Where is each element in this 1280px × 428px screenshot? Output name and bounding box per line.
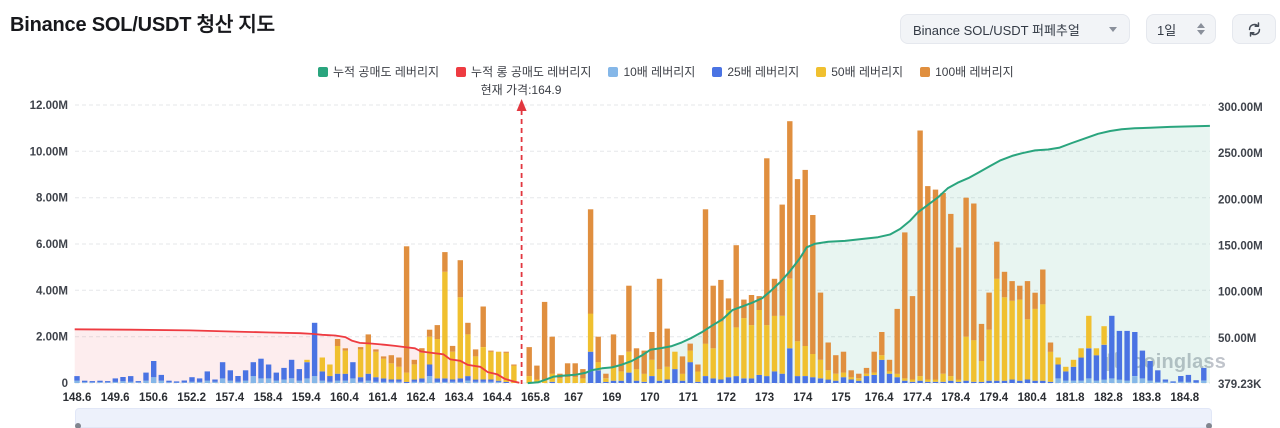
svg-text:160.4: 160.4 bbox=[330, 392, 359, 404]
svg-text:182.8: 182.8 bbox=[1094, 392, 1123, 404]
chart-legend: 누적 공매도 레버리지 누적 롱 공매도 레버리지 10배 레버리지 25배 레버리지… bbox=[318, 63, 1014, 80]
current-price-marker bbox=[516, 99, 527, 384]
chevron-down-icon bbox=[1109, 26, 1117, 32]
legend-label: 10배 레버리지 bbox=[623, 65, 696, 79]
refresh-button[interactable] bbox=[1232, 14, 1276, 44]
svg-text:173: 173 bbox=[755, 392, 774, 404]
svg-text:176.4: 176.4 bbox=[865, 392, 894, 404]
svg-text:0: 0 bbox=[62, 378, 68, 390]
svg-text:150.00M: 150.00M bbox=[1218, 241, 1263, 253]
interval-select[interactable]: 1일 bbox=[1146, 14, 1216, 44]
chevron-up-icon[interactable] bbox=[1197, 23, 1205, 28]
svg-text:50.00M: 50.00M bbox=[1218, 333, 1256, 345]
zoom-range-slider[interactable] bbox=[75, 408, 1212, 428]
watermark-text: coinglass bbox=[1132, 351, 1226, 374]
svg-text:300.00M: 300.00M bbox=[1218, 102, 1263, 114]
svg-text:379.23K: 379.23K bbox=[1218, 379, 1262, 391]
svg-text:150.6: 150.6 bbox=[139, 392, 168, 404]
legend-swatch bbox=[318, 66, 328, 77]
legend-label: 누적 롱 공매도 레버리지 bbox=[471, 65, 592, 79]
slider-handle-left[interactable] bbox=[75, 423, 81, 428]
spinner-icon[interactable] bbox=[1197, 23, 1205, 35]
svg-text:100.00M: 100.00M bbox=[1218, 287, 1263, 299]
svg-text:200.00M: 200.00M bbox=[1218, 194, 1263, 206]
svg-text:167: 167 bbox=[564, 392, 583, 404]
legend-label: 100배 레버리지 bbox=[935, 65, 1014, 79]
svg-text:178.4: 178.4 bbox=[941, 392, 970, 404]
svg-text:172: 172 bbox=[717, 392, 736, 404]
svg-text:161.4: 161.4 bbox=[368, 392, 397, 404]
svg-text:152.2: 152.2 bbox=[177, 392, 206, 404]
axis-labels: 12.00M 10.00M 8.00M 6.00M 4.00M 2.00M 0 300.00M… bbox=[30, 100, 1263, 404]
svg-text:164.4: 164.4 bbox=[483, 392, 512, 404]
svg-text:4.00M: 4.00M bbox=[36, 285, 68, 297]
svg-text:6.00M: 6.00M bbox=[36, 239, 68, 251]
svg-text:180.4: 180.4 bbox=[1018, 392, 1047, 404]
svg-text:8.00M: 8.00M bbox=[36, 193, 68, 205]
svg-text:177.4: 177.4 bbox=[903, 392, 932, 404]
svg-text:12.00M: 12.00M bbox=[30, 100, 68, 112]
svg-text:10.00M: 10.00M bbox=[30, 146, 68, 158]
short-liquidation-area bbox=[527, 125, 1210, 384]
svg-text:175: 175 bbox=[831, 392, 851, 404]
interval-select-value: 1일 bbox=[1157, 22, 1177, 38]
svg-text:170: 170 bbox=[640, 392, 659, 404]
current-price-label: 현재 가격:164.9 bbox=[480, 83, 562, 97]
legend-item[interactable]: 25배 레버리지 bbox=[712, 63, 799, 80]
refresh-icon bbox=[1248, 21, 1260, 37]
svg-text:158.4: 158.4 bbox=[254, 392, 283, 404]
short-cumulative-line bbox=[527, 124, 1210, 385]
svg-text:171: 171 bbox=[679, 392, 699, 404]
svg-text:181.8: 181.8 bbox=[1056, 392, 1085, 404]
legend-label: 누적 공매도 레버리지 bbox=[333, 65, 440, 79]
legend-swatch bbox=[608, 66, 619, 77]
pair-select-value: Binance SOL/USDT 퍼페추얼 bbox=[913, 22, 1080, 38]
legend-swatch bbox=[816, 66, 827, 77]
legend-item[interactable]: 100배 레버리지 bbox=[920, 63, 1014, 80]
page-title: Binance SOL/USDT 청산 지도 bbox=[10, 14, 275, 36]
svg-text:183.8: 183.8 bbox=[1132, 392, 1161, 404]
svg-text:250.00M: 250.00M bbox=[1218, 148, 1263, 160]
svg-text:165.8: 165.8 bbox=[521, 392, 550, 404]
svg-text:163.4: 163.4 bbox=[445, 392, 474, 404]
long-cumulative-line bbox=[74, 328, 520, 384]
svg-text:149.6: 149.6 bbox=[101, 392, 130, 404]
liquidation-bars bbox=[74, 121, 1207, 384]
legend-item[interactable]: 누적 공매도 레버리지 bbox=[318, 63, 439, 80]
svg-text:162.4: 162.4 bbox=[406, 392, 435, 404]
svg-text:159.4: 159.4 bbox=[292, 392, 321, 404]
svg-text:157.4: 157.4 bbox=[215, 392, 244, 404]
svg-text:174: 174 bbox=[793, 392, 813, 404]
pair-select[interactable]: Binance SOL/USDT 퍼페추얼 bbox=[900, 14, 1130, 44]
svg-text:169: 169 bbox=[602, 392, 621, 404]
legend-label: 50배 레버리지 bbox=[831, 65, 904, 79]
svg-text:148.6: 148.6 bbox=[63, 392, 92, 404]
legend-swatch bbox=[456, 66, 467, 77]
legend-item[interactable]: 누적 롱 공매도 레버리지 bbox=[456, 63, 591, 80]
legend-label: 25배 레버리지 bbox=[727, 65, 800, 79]
chevron-down-icon[interactable] bbox=[1197, 30, 1205, 35]
legend-swatch bbox=[712, 66, 723, 77]
legend-item[interactable]: 10배 레버리지 bbox=[608, 63, 695, 80]
legend-swatch bbox=[920, 66, 931, 77]
svg-text:179.4: 179.4 bbox=[979, 392, 1008, 404]
slider-handle-right[interactable] bbox=[1206, 423, 1212, 428]
svg-text:184.8: 184.8 bbox=[1170, 392, 1199, 404]
legend-item[interactable]: 50배 레버리지 bbox=[816, 63, 903, 80]
svg-text:2.00M: 2.00M bbox=[36, 332, 68, 344]
